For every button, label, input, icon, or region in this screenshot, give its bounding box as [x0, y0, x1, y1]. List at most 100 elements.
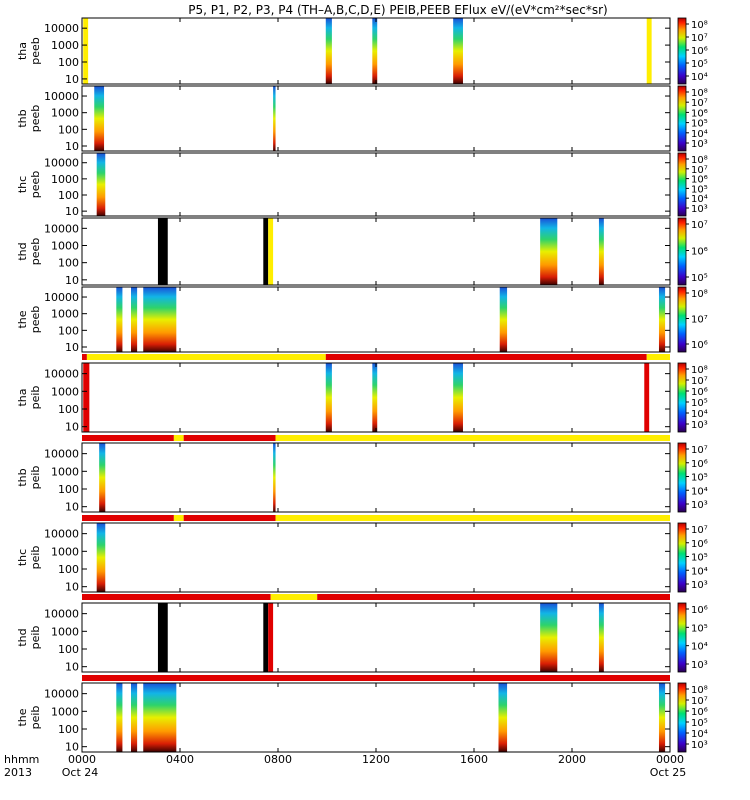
panel-frame: [81, 152, 671, 217]
mode-segment: [86, 354, 326, 360]
colorbar-label: 10⁸: [691, 88, 708, 99]
y-label-probe: thc: [16, 549, 29, 566]
colorbar-label: 10⁶: [691, 459, 708, 470]
colorbar-label: 10⁷: [691, 315, 708, 326]
data-interval: [263, 603, 269, 672]
data-interval: [131, 287, 138, 352]
colorbar: [677, 682, 687, 753]
y-tick-label: 10000: [44, 291, 79, 304]
y-label-probe: thb: [16, 468, 29, 486]
y-tick-label: 100: [58, 563, 79, 576]
colorbar-label: 10⁶: [691, 707, 708, 718]
x-tick-label: 0000: [656, 753, 684, 766]
colorbar-label: 10⁴: [691, 486, 708, 497]
data-interval: [268, 218, 274, 285]
data-interval: [131, 683, 138, 752]
mode-segment: [275, 435, 670, 441]
data-interval: [96, 523, 106, 592]
panel-thb-peib: 10 100 1000 10000 thb peib 10³ 10⁴ 10⁵ 10⁶ 10⁷: [16, 435, 708, 514]
colorbar-label: 10⁴: [691, 72, 708, 83]
mode-segment: [183, 515, 276, 521]
x-tick-label: 0000: [68, 753, 96, 766]
data-interval: [116, 287, 123, 352]
y-tick-label: 1000: [51, 385, 79, 398]
colorbar-label: 10⁶: [691, 605, 708, 616]
data-interval: [157, 218, 168, 285]
data-interval: [540, 603, 558, 672]
y-tick-label: 100: [58, 123, 79, 136]
colorbar-label: 10⁵: [691, 273, 708, 284]
time-axis: hhmm 2013 Oct 24 Oct 25 0000 0400 0800 1200…: [4, 753, 686, 779]
y-tick-label: 1000: [51, 173, 79, 186]
mode-segment: [646, 354, 670, 360]
colorbar-label: 10⁵: [691, 623, 708, 634]
y-tick-label: 1000: [51, 705, 79, 718]
colorbar-label: 10³: [691, 204, 708, 215]
y-tick-label: 10: [65, 341, 79, 354]
data-interval: [646, 18, 652, 84]
colorbar-label: 10⁷: [691, 33, 708, 44]
x-row-label: hhmm: [4, 753, 39, 766]
colorbar-label: 10⁷: [691, 98, 708, 109]
y-tick-label: 100: [58, 643, 79, 656]
colorbar-label: 10⁴: [691, 566, 708, 577]
y-tick-label: 1000: [51, 107, 79, 120]
panel-frame: [81, 522, 671, 593]
mode-segment: [317, 594, 670, 600]
y-label-instrument: peib: [29, 466, 42, 490]
colorbar-label: 10³: [691, 420, 708, 431]
data-interval: [83, 363, 90, 432]
y-tick-label: 100: [58, 257, 79, 270]
data-interval: [94, 86, 105, 151]
y-tick-label: 1000: [51, 545, 79, 558]
y-tick-label: 100: [58, 483, 79, 496]
y-tick-label: 10: [65, 421, 79, 434]
data-interval: [273, 86, 276, 151]
colorbar-label: 10⁵: [691, 398, 708, 409]
data-interval: [499, 287, 508, 352]
data-interval: [143, 683, 177, 752]
y-label-instrument: peib: [29, 626, 42, 650]
y-label-probe: tha: [16, 388, 29, 406]
data-interval: [598, 603, 604, 672]
colorbar-label: 10⁷: [691, 525, 708, 536]
y-tick-label: 10000: [44, 688, 79, 701]
data-interval: [96, 153, 106, 216]
mode-segment: [183, 435, 276, 441]
colorbar-label: 10⁵: [691, 553, 708, 564]
y-label-probe: the: [16, 708, 29, 726]
y-tick-label: 100: [58, 403, 79, 416]
data-interval: [540, 218, 558, 285]
colorbar: [677, 17, 687, 85]
y-tick-label: 10000: [44, 528, 79, 541]
panel-tha-peeb: 10 100 1000 10000 tha peeb 10⁴ 10⁵ 10⁶ 10⁷ 10⁸: [16, 17, 708, 86]
colorbar-label: 10⁵: [691, 59, 708, 70]
x-year-label: 2013: [4, 766, 32, 779]
data-interval: [268, 603, 274, 672]
data-interval: [116, 683, 123, 752]
y-label-instrument: peib: [29, 386, 42, 410]
colorbar-label: 10³: [691, 139, 708, 150]
colorbar-label: 10⁵: [691, 119, 708, 130]
x-tick-label: 1200: [362, 753, 390, 766]
colorbar: [677, 362, 687, 433]
colorbar-label: 10⁷: [691, 220, 708, 231]
mode-segment: [325, 354, 647, 360]
x-tick-label: 0800: [264, 753, 292, 766]
data-interval: [325, 18, 332, 84]
y-tick-label: 10: [65, 205, 79, 218]
colorbar-label: 10⁶: [691, 247, 708, 258]
panel-frame: [81, 85, 671, 152]
y-tick-label: 1000: [51, 625, 79, 638]
colorbar-label: 10⁸: [691, 20, 708, 31]
y-tick-label: 10000: [44, 90, 79, 103]
colorbar: [677, 442, 687, 513]
y-tick-label: 10000: [44, 608, 79, 621]
colorbar-label: 10⁷: [691, 445, 708, 456]
colorbar-label: 10³: [691, 580, 708, 591]
y-tick-label: 10000: [44, 368, 79, 381]
